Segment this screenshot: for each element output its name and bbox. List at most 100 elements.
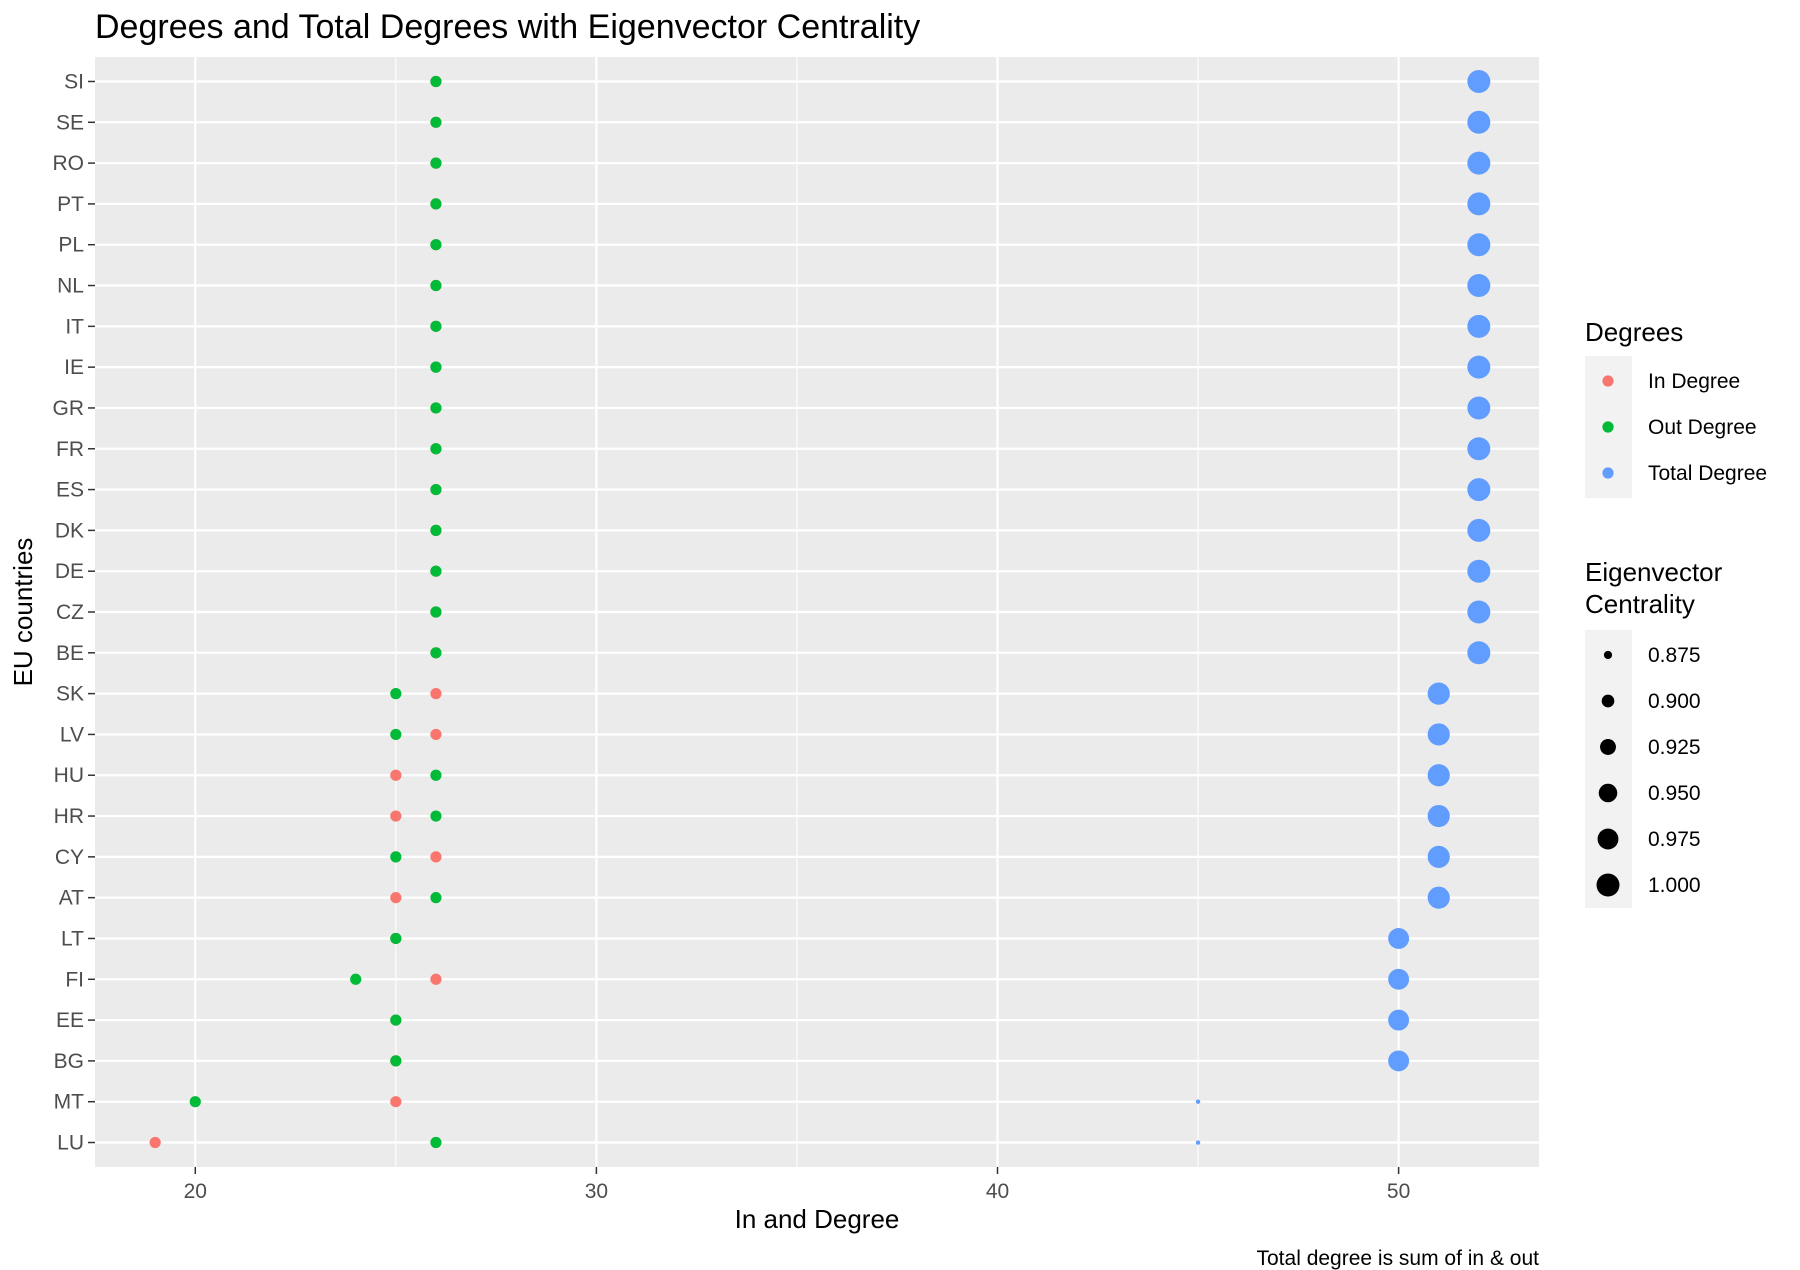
point-out-degree-it <box>430 320 442 332</box>
y-tick-label: GR <box>53 397 85 420</box>
legend-size-title-line1: Eigenvector <box>1585 557 1723 587</box>
point-out-degree-cz <box>430 606 442 618</box>
point-total-degree-dk <box>1467 518 1491 542</box>
point-out-degree-lu <box>430 1136 442 1149</box>
y-tick-label: SE <box>56 111 84 134</box>
point-in-degree-fi <box>430 973 442 985</box>
point-out-degree-mt <box>189 1096 201 1108</box>
legend-key-out-degree <box>1602 421 1614 433</box>
point-out-degree-pl <box>430 239 442 251</box>
legend-key-in-degree <box>1602 375 1614 387</box>
point-total-degree-se <box>1467 110 1491 134</box>
point-total-degree-be <box>1467 641 1491 665</box>
point-out-degree-hu <box>430 769 442 781</box>
legend-size-label: 0.925 <box>1648 736 1701 759</box>
y-tick-label: LV <box>60 723 84 746</box>
legend-label: Total Degree <box>1648 462 1767 485</box>
point-in-degree-sk <box>430 688 442 700</box>
point-total-degree-lu <box>1195 1140 1201 1145</box>
y-tick-label: RO <box>53 152 85 175</box>
legend-size-keys-bg <box>1585 630 1632 908</box>
point-out-degree-nl <box>430 279 442 292</box>
point-in-degree-hr <box>390 810 402 822</box>
y-tick-label: CZ <box>56 601 84 624</box>
point-out-degree-lv <box>390 728 402 741</box>
point-total-degree-hr <box>1427 804 1450 828</box>
y-tick-label: BE <box>56 642 84 665</box>
point-total-degree-es <box>1467 478 1491 502</box>
point-out-degree-lt <box>390 932 402 945</box>
point-out-degree-fi <box>350 973 362 985</box>
legend-size-label: 1.000 <box>1648 874 1701 897</box>
x-tick-label: 20 <box>184 1180 207 1203</box>
point-out-degree-ee <box>390 1014 402 1026</box>
point-in-degree-lu <box>149 1136 161 1149</box>
point-total-degree-cy <box>1427 845 1450 868</box>
y-tick-label: ES <box>56 479 84 502</box>
x-axis-title: In and Degree <box>735 1204 900 1234</box>
chart-title: Degrees and Total Degrees with Eigenvect… <box>95 8 920 46</box>
y-tick-label: SK <box>56 683 84 706</box>
point-total-degree-ro <box>1467 151 1491 175</box>
point-out-degree-hr <box>430 810 442 822</box>
point-in-degree-cy <box>430 851 442 863</box>
point-out-degree-si <box>430 75 442 88</box>
y-tick-label: AT <box>59 887 84 910</box>
x-axis: 20 30 40 50 <box>184 1167 1410 1203</box>
point-out-degree-cy <box>390 851 402 863</box>
grid-lines <box>95 57 1539 1167</box>
legend-size-label: 0.950 <box>1648 782 1701 805</box>
point-total-degree-lv <box>1427 723 1450 746</box>
y-tick-label: LT <box>61 927 84 950</box>
point-total-degree-cz <box>1467 600 1491 624</box>
legend-size-key <box>1600 739 1616 755</box>
y-tick-label: HR <box>54 805 84 828</box>
point-in-degree-lv <box>430 728 442 741</box>
point-total-degree-gr <box>1467 396 1491 420</box>
data-points <box>149 69 1491 1149</box>
y-tick-label: NL <box>57 275 84 298</box>
legend-label: In Degree <box>1648 370 1740 393</box>
y-tick-label: SI <box>64 70 84 93</box>
point-total-degree-fr <box>1467 437 1491 461</box>
y-tick-label: DE <box>55 560 84 583</box>
point-out-degree-sk <box>390 688 402 700</box>
legend-color-title: Degrees <box>1585 317 1683 347</box>
point-total-degree-it <box>1467 314 1491 338</box>
point-total-degree-fi <box>1388 968 1410 990</box>
point-total-degree-pt <box>1467 192 1491 216</box>
legend-size-title-line2: Centrality <box>1585 589 1695 619</box>
x-tick-label: 50 <box>1387 1180 1410 1203</box>
legend-key-total-degree <box>1602 467 1614 479</box>
y-axis-title: EU countries <box>8 538 38 687</box>
y-tick-label: EE <box>56 1009 84 1032</box>
point-total-degree-sk <box>1427 682 1450 705</box>
point-out-degree-pt <box>430 198 442 210</box>
point-total-degree-lt <box>1388 928 1410 949</box>
point-in-degree-mt <box>390 1096 402 1108</box>
point-out-degree-gr <box>430 402 442 414</box>
point-total-degree-at <box>1427 886 1450 909</box>
y-tick-label: IT <box>65 315 84 338</box>
point-out-degree-dk <box>430 524 442 536</box>
point-out-degree-ie <box>430 361 442 373</box>
point-out-degree-bg <box>390 1055 402 1067</box>
point-total-degree-ie <box>1467 355 1491 379</box>
point-in-degree-at <box>390 892 402 904</box>
y-tick-label: IE <box>64 356 84 379</box>
y-tick-label: PL <box>58 234 84 257</box>
legend-size-key <box>1603 650 1613 660</box>
point-total-degree-bg <box>1388 1050 1410 1072</box>
y-tick-label: FR <box>56 438 84 461</box>
point-total-degree-hu <box>1427 764 1450 787</box>
y-tick-label: CY <box>55 846 84 869</box>
legend-size-key <box>1601 694 1615 708</box>
y-axis: LU MT BG EE FI LT AT CY HR HU LV SK BE CZ DE DK ES FR GR IE… <box>53 70 95 1155</box>
legend-size-key <box>1598 783 1618 803</box>
x-tick-label: 30 <box>585 1180 608 1203</box>
chart-caption: Total degree is sum of in & out <box>1257 1247 1540 1270</box>
point-total-degree-mt <box>1195 1099 1201 1104</box>
y-tick-label: FI <box>65 968 84 991</box>
